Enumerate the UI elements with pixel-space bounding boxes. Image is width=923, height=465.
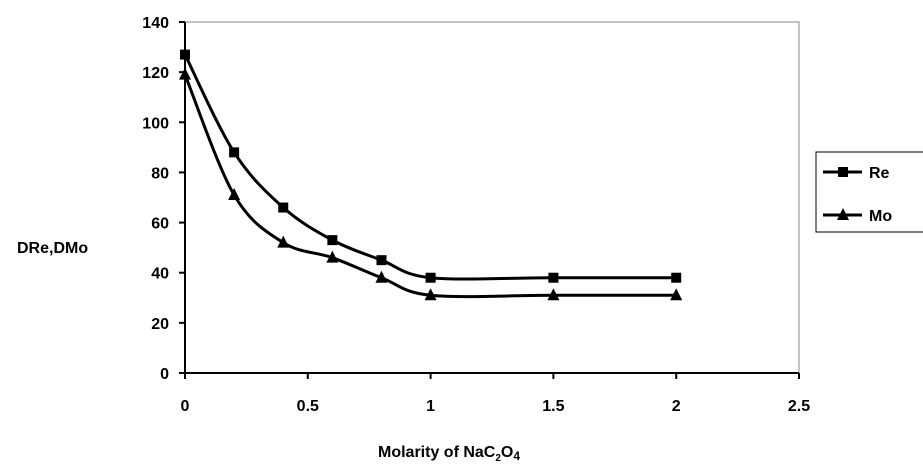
legend-box — [815, 151, 923, 233]
legend-label-re: Re — [869, 165, 890, 182]
series-mo-point — [670, 288, 683, 301]
x-axis-label-sub-2: 4 — [513, 449, 520, 463]
legend: Re Mo — [815, 151, 923, 233]
series-layer — [179, 49, 683, 301]
series-mo — [179, 67, 683, 301]
x-tick-label: 2.5 — [788, 398, 810, 415]
x-axis-label-sub-1: 2 — [495, 453, 501, 464]
y-axis-ticks: 0 20 40 60 80 100 120 140 — [142, 15, 185, 383]
legend-marker-mo — [837, 208, 849, 220]
y-tick-label: 140 — [142, 15, 169, 32]
y-tick-label: 100 — [142, 115, 169, 132]
y-tick-label: 80 — [151, 165, 169, 182]
x-axis-label-mid: O — [501, 444, 513, 461]
legend-item-re: Re — [823, 165, 890, 182]
x-tick-label: 2 — [672, 398, 681, 415]
y-tick-label: 0 — [160, 366, 169, 383]
series-re-point — [180, 49, 190, 60]
series-mo-point — [228, 187, 241, 200]
legend-label-mo: Mo — [869, 208, 892, 225]
y-tick-label: 60 — [151, 216, 169, 233]
y-tick-label: 40 — [151, 266, 169, 283]
series-re-point — [278, 202, 289, 213]
x-tick-label: 0.5 — [297, 398, 319, 415]
legend-item-mo: Mo — [823, 208, 892, 225]
plot-frame — [184, 21, 800, 374]
y-tick-label: 20 — [151, 316, 169, 333]
x-axis-label: Molarity of NaC2O4 — [378, 444, 520, 464]
x-tick-label: 1 — [426, 398, 435, 415]
legend-marker-re — [838, 167, 848, 177]
x-axis-label-main: Molarity of NaC — [378, 444, 496, 461]
series-mo-point — [179, 67, 191, 80]
series-re — [180, 49, 682, 283]
series-re-point — [327, 235, 338, 246]
series-re-point — [376, 255, 387, 266]
series-mo-point — [375, 270, 388, 283]
y-tick-label: 120 — [142, 65, 169, 82]
plot-area — [184, 21, 800, 374]
series-mo-point — [277, 235, 290, 248]
x-tick-label: 1.5 — [542, 398, 564, 415]
series-re-point — [671, 272, 682, 283]
series-re-point — [425, 272, 436, 283]
series-re-point — [548, 272, 559, 283]
x-tick-label: 0 — [181, 398, 190, 415]
series-mo-point — [547, 288, 560, 301]
series-mo-point — [424, 288, 437, 301]
x-axis-ticks: 0 0.5 1 1.5 2 2.5 — [181, 373, 810, 415]
series-re-point — [229, 147, 240, 158]
series-re-line — [183, 53, 677, 281]
y-axis-label: DRe,DMo — [17, 240, 88, 257]
series-mo-point — [326, 250, 339, 263]
